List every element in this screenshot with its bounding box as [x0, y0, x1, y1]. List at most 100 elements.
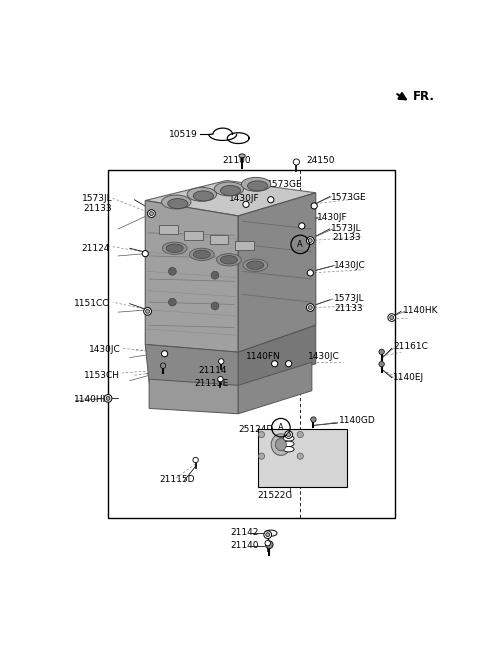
Circle shape: [258, 432, 264, 438]
Circle shape: [268, 196, 274, 203]
Text: 1140EJ: 1140EJ: [393, 373, 424, 382]
Ellipse shape: [239, 154, 245, 158]
Circle shape: [293, 159, 300, 165]
Circle shape: [287, 433, 290, 436]
Text: 1430JC: 1430JC: [334, 261, 365, 270]
Text: A: A: [278, 423, 284, 432]
Text: 10519: 10519: [169, 129, 198, 139]
Text: 21142: 21142: [230, 528, 259, 537]
Circle shape: [168, 298, 176, 306]
Ellipse shape: [271, 434, 290, 455]
Text: FR.: FR.: [413, 89, 434, 102]
Circle shape: [308, 306, 312, 309]
Ellipse shape: [162, 195, 191, 209]
Bar: [235, 240, 254, 250]
Circle shape: [379, 349, 384, 355]
Ellipse shape: [247, 261, 264, 269]
Text: 1573JL
21133: 1573JL 21133: [334, 294, 364, 313]
Bar: [159, 225, 178, 235]
Ellipse shape: [190, 248, 214, 261]
Text: 21140: 21140: [230, 541, 259, 550]
Text: 21522C: 21522C: [258, 491, 292, 500]
Ellipse shape: [193, 191, 214, 201]
Circle shape: [149, 212, 154, 215]
Ellipse shape: [220, 256, 238, 264]
Circle shape: [211, 302, 219, 310]
Circle shape: [160, 363, 166, 369]
Bar: [184, 231, 203, 240]
Circle shape: [297, 432, 303, 438]
Text: 1430JF: 1430JF: [229, 194, 260, 203]
Circle shape: [264, 531, 272, 539]
Text: 24150: 24150: [306, 156, 335, 165]
Ellipse shape: [168, 198, 188, 208]
Text: 1140HK: 1140HK: [403, 306, 439, 315]
Text: 1430JC: 1430JC: [308, 352, 340, 361]
Polygon shape: [145, 181, 316, 216]
Text: 21115E: 21115E: [194, 379, 228, 388]
Circle shape: [306, 237, 314, 244]
Ellipse shape: [216, 254, 241, 266]
Text: 1430JF: 1430JF: [317, 213, 348, 222]
Circle shape: [306, 304, 314, 311]
Circle shape: [272, 361, 278, 367]
Circle shape: [142, 250, 148, 257]
Ellipse shape: [214, 182, 244, 196]
Text: A: A: [298, 240, 303, 249]
Circle shape: [218, 376, 223, 382]
Ellipse shape: [193, 250, 210, 259]
Polygon shape: [238, 193, 316, 352]
Circle shape: [285, 431, 292, 438]
Ellipse shape: [283, 441, 294, 447]
Circle shape: [258, 453, 264, 459]
Text: 1140GD: 1140GD: [339, 416, 376, 425]
Ellipse shape: [264, 530, 277, 536]
Circle shape: [106, 396, 110, 400]
Circle shape: [388, 313, 396, 321]
Text: 1573JL
21133: 1573JL 21133: [331, 223, 362, 242]
Circle shape: [308, 238, 312, 242]
Circle shape: [379, 361, 384, 367]
Circle shape: [311, 203, 317, 209]
Ellipse shape: [220, 185, 240, 196]
Circle shape: [144, 307, 152, 315]
Circle shape: [265, 541, 273, 549]
Circle shape: [299, 223, 305, 229]
Text: 21124: 21124: [81, 244, 109, 253]
Bar: [210, 235, 228, 244]
Ellipse shape: [283, 447, 294, 452]
Circle shape: [286, 361, 292, 367]
Ellipse shape: [283, 436, 294, 441]
Polygon shape: [238, 362, 312, 414]
Text: 21119B: 21119B: [296, 450, 331, 459]
Text: 21115D: 21115D: [159, 476, 195, 484]
Circle shape: [307, 270, 313, 276]
Text: 21161C: 21161C: [393, 342, 428, 351]
Ellipse shape: [243, 259, 268, 271]
Circle shape: [147, 210, 156, 217]
Circle shape: [145, 309, 149, 313]
Text: 1573GE: 1573GE: [267, 181, 302, 189]
Text: 1140FN: 1140FN: [246, 352, 281, 361]
Text: 21114: 21114: [198, 366, 227, 375]
Circle shape: [211, 271, 219, 279]
Polygon shape: [145, 344, 238, 387]
Circle shape: [162, 351, 168, 357]
Ellipse shape: [276, 438, 286, 451]
Circle shape: [193, 457, 198, 463]
Bar: [258, 429, 347, 487]
Ellipse shape: [241, 177, 271, 191]
Circle shape: [390, 315, 394, 319]
Bar: [108, 170, 395, 518]
Text: 1573JL
21133: 1573JL 21133: [82, 194, 113, 213]
Text: 21100: 21100: [223, 156, 252, 165]
Circle shape: [266, 533, 270, 537]
Ellipse shape: [162, 242, 187, 254]
Ellipse shape: [248, 181, 268, 191]
Ellipse shape: [187, 187, 216, 201]
Polygon shape: [238, 325, 316, 387]
Circle shape: [243, 201, 249, 208]
Text: 1153CH: 1153CH: [84, 371, 120, 380]
Text: 1573GE: 1573GE: [331, 193, 367, 202]
Circle shape: [297, 453, 303, 459]
